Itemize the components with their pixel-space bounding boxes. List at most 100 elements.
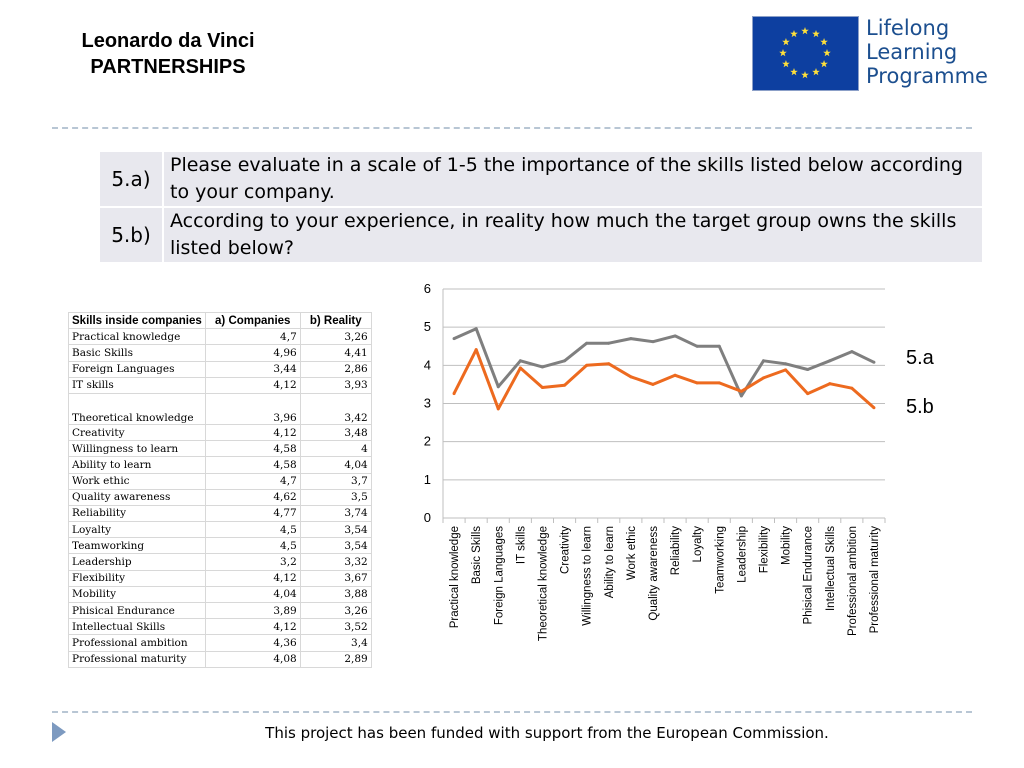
table-row: Reliability 4,77 3,74: [68, 504, 372, 523]
reality-value-cell: 4: [299, 440, 372, 458]
companies-value-cell: 4,12: [204, 376, 301, 394]
x-tick-label: Teamworking: [714, 526, 726, 594]
table-row: Basic Skills 4,96 4,41: [68, 344, 372, 362]
x-tick-label: Work ethic: [626, 526, 638, 580]
skill-name-cell: Leadership: [68, 553, 206, 571]
data-point: [651, 340, 655, 344]
eu-star-icon: [823, 49, 831, 57]
skill-name-cell: Professional ambition: [68, 634, 206, 652]
data-point: [761, 359, 765, 363]
data-point: [673, 373, 677, 377]
companies-value-cell: 4,7: [204, 328, 301, 346]
data-point: [563, 359, 567, 363]
reality-value-cell: 4,04: [299, 456, 372, 474]
x-tick-label: Willingness to learn: [582, 526, 594, 626]
x-tick-label: Phisical Endurance: [803, 526, 815, 624]
data-point: [518, 359, 522, 363]
reality-value-cell: 3,5: [299, 488, 372, 506]
reality-value-cell: 2,89: [299, 650, 372, 668]
data-point: [806, 392, 810, 396]
companies-value-cell: 4,36: [204, 634, 301, 652]
x-tick-label: Practical knowledge: [449, 526, 461, 628]
table-row: Flexibility 4,12 3,67: [68, 569, 372, 587]
data-point: [784, 368, 788, 372]
y-tick-label: 3: [424, 396, 431, 411]
x-tick-label: Professional maturity: [869, 526, 881, 634]
x-tick-label: Flexibility: [758, 526, 770, 574]
y-tick-label: 1: [424, 472, 431, 487]
table-row: Foreign Languages 3,44 2,86: [68, 360, 372, 378]
table-row: Theoretical knowledge 3,96 3,42: [68, 392, 372, 425]
skill-name-cell: Reliability: [68, 504, 206, 523]
companies-value-cell: 4,5: [204, 537, 301, 555]
skills-table-header: Skills inside companies a) Companies b) …: [68, 311, 372, 330]
x-tick-label: Loyalty: [692, 526, 704, 563]
reality-value-cell: 3,93: [299, 376, 372, 394]
table-row: Professional maturity 4,08 2,89: [68, 650, 372, 668]
reality-value-cell: 3,26: [299, 601, 372, 620]
x-tick-label: Professional ambition: [847, 526, 859, 636]
header-title: Leonardo da Vinci PARTNERSHIPS: [48, 28, 288, 80]
table-row: Work ethic 4,7 3,7: [68, 472, 372, 490]
data-point: [474, 348, 478, 352]
eu-star-icon: [790, 29, 798, 38]
companies-value-cell: 4,5: [204, 521, 301, 539]
data-point: [695, 344, 699, 348]
companies-value-cell: 4,12: [204, 618, 301, 636]
data-point: [496, 385, 500, 389]
data-point: [828, 382, 832, 386]
data-point: [695, 381, 699, 385]
data-point: [452, 392, 456, 396]
eu-star-icon: [801, 71, 809, 79]
table-row: Practical knowledge 4,7 3,26: [68, 328, 372, 346]
companies-value-cell: 4,08: [204, 650, 301, 668]
y-tick-label: 0: [424, 510, 431, 525]
skill-name-cell: Quality awareness: [68, 488, 206, 506]
questions-table: 5.a) Please evaluate in a scale of 1-5 t…: [98, 150, 984, 264]
eu-star-icon: [801, 27, 809, 35]
eu-star-icon: [820, 60, 828, 68]
companies-value-cell: 3,96: [204, 392, 301, 425]
companies-value-cell: 4,58: [204, 440, 301, 458]
skills-line-chart: 0 1 2 3 4 5 6 Practical knowledge Basic Skills Fo…: [424, 281, 935, 641]
skill-name-cell: Practical knowledge: [68, 328, 206, 346]
data-point: [585, 363, 589, 367]
skill-name-cell: Phisical Endurance: [68, 601, 206, 620]
top-divider: [52, 127, 972, 129]
question-id: 5.b): [98, 206, 164, 264]
question-row: 5.a) Please evaluate in a scale of 1-5 t…: [98, 150, 984, 208]
companies-value-cell: 3,44: [204, 360, 301, 378]
x-tick-label: Intellectual Skills: [825, 526, 837, 611]
header-reality: b) Reality: [299, 311, 372, 330]
eu-flag-icon: [752, 16, 859, 91]
data-point: [540, 385, 544, 389]
data-point: [850, 386, 854, 390]
companies-value-cell: 3,2: [204, 553, 301, 571]
skill-name-cell: Creativity: [68, 423, 206, 442]
data-point: [739, 389, 743, 393]
data-point: [474, 327, 478, 331]
question-id: 5.a): [98, 150, 164, 208]
logo-line3: Programme: [866, 64, 988, 88]
reality-value-cell: 3,74: [299, 504, 372, 523]
reality-value-cell: 3,52: [299, 618, 372, 636]
y-tick-label: 5: [424, 319, 431, 334]
question-text: According to your experience, in reality…: [162, 206, 984, 264]
play-icon[interactable]: [52, 722, 66, 742]
question-row: 5.b) According to your experience, in re…: [98, 206, 984, 264]
eu-star-icon: [820, 38, 828, 46]
logo-text: Lifelong Learning Programme: [866, 16, 988, 88]
skill-name-cell: Willingness to learn: [68, 440, 206, 458]
table-row: Mobility 4,04 3,88: [68, 585, 372, 604]
reality-value-cell: 3,88: [299, 585, 372, 604]
x-tick-label: Basic Skills: [471, 526, 483, 584]
reality-value-cell: 3,7: [299, 472, 372, 490]
skill-name-cell: Professional maturity: [68, 650, 206, 668]
eu-stars-icon: [779, 27, 831, 79]
eu-star-icon: [782, 38, 790, 46]
legend-label: 5.b: [906, 396, 934, 418]
eu-star-icon: [790, 68, 798, 76]
x-tick-label: Quality awareness: [648, 526, 660, 621]
data-point: [806, 368, 810, 372]
eu-star-icon: [779, 49, 787, 57]
